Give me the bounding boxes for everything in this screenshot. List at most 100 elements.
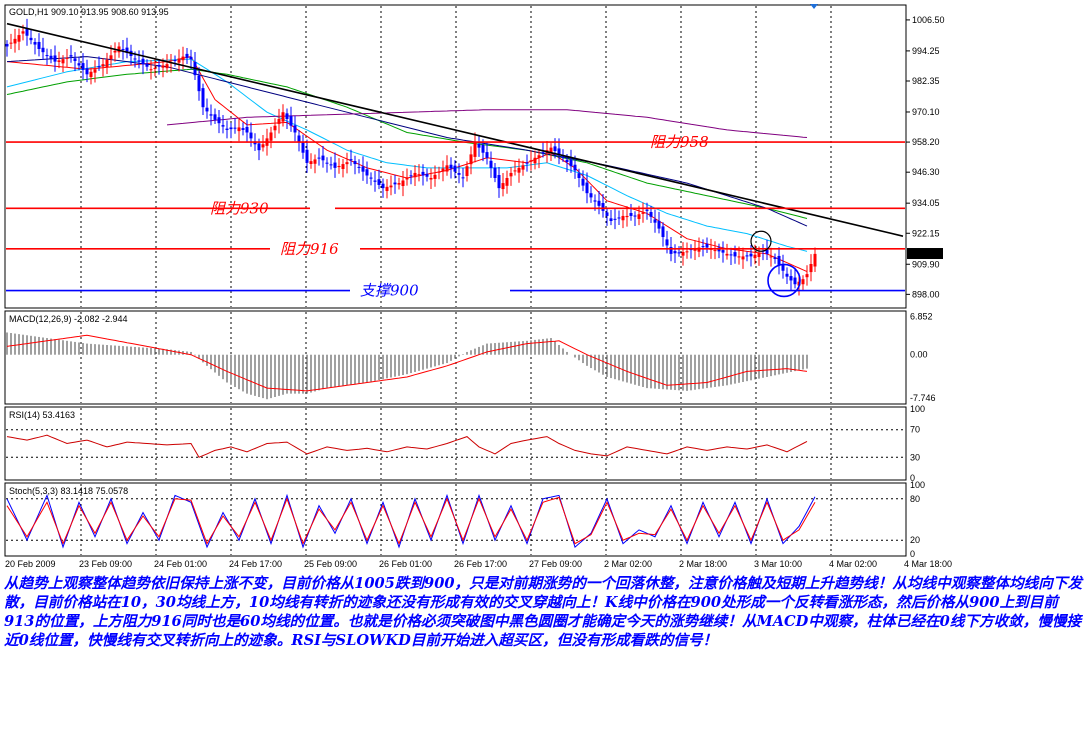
resistance-916-label: 阻力916 bbox=[280, 240, 339, 258]
candle-body bbox=[509, 172, 513, 177]
time-tick-label: 23 Feb 09:00 bbox=[79, 559, 132, 569]
candle-body bbox=[601, 203, 605, 211]
candle-body bbox=[765, 249, 769, 254]
candle-body bbox=[597, 200, 601, 206]
candle-body bbox=[657, 220, 661, 229]
candle-body bbox=[721, 250, 725, 253]
candle-body bbox=[513, 170, 517, 172]
axis-labels: 20 Feb 2009 23 Feb 09:00 24 Feb 01:00 24 Fe… bbox=[5, 15, 952, 569]
candle-body bbox=[329, 164, 333, 166]
candle-body bbox=[813, 253, 817, 267]
candle-body bbox=[405, 178, 409, 180]
candle-body bbox=[77, 63, 81, 66]
candle-body bbox=[681, 251, 685, 256]
candle-body bbox=[729, 254, 733, 256]
candle-body bbox=[5, 43, 9, 47]
candle-body bbox=[125, 47, 129, 53]
candle-body bbox=[605, 212, 609, 216]
candle-body bbox=[521, 165, 525, 170]
indicator-tick-label: 100 bbox=[910, 480, 925, 490]
candle-body bbox=[145, 63, 149, 67]
candle-body bbox=[25, 28, 29, 36]
time-tick-label: 26 Feb 01:00 bbox=[379, 559, 432, 569]
candle-body bbox=[457, 173, 461, 175]
candle-body bbox=[361, 166, 365, 172]
candle-body bbox=[593, 200, 597, 202]
candle-body bbox=[165, 64, 169, 69]
price-series: 阻力958 阻力930 阻力916 支撑900 bbox=[5, 18, 905, 300]
candle-body bbox=[49, 55, 53, 59]
candle-body bbox=[121, 48, 125, 50]
candle-body bbox=[565, 159, 569, 162]
candle-body bbox=[293, 125, 297, 133]
candle-body bbox=[381, 183, 385, 189]
candle-body bbox=[541, 152, 545, 154]
time-tick-label: 24 Feb 01:00 bbox=[154, 559, 207, 569]
candle-body bbox=[157, 64, 161, 67]
candle-body bbox=[733, 252, 737, 257]
candle-body bbox=[301, 142, 305, 153]
candle-body bbox=[105, 59, 109, 68]
candle-body bbox=[209, 114, 213, 116]
candle-body bbox=[501, 183, 505, 190]
candle-body bbox=[625, 215, 629, 218]
candle-body bbox=[573, 164, 577, 171]
candle-body bbox=[337, 165, 341, 168]
candle-body bbox=[233, 127, 237, 129]
candle-body bbox=[617, 217, 621, 219]
candle-body bbox=[353, 161, 357, 165]
candle-body bbox=[589, 193, 593, 198]
candle-body bbox=[101, 64, 105, 67]
reversal-circle bbox=[767, 263, 801, 298]
candle-body bbox=[437, 171, 441, 173]
candle-body bbox=[637, 214, 641, 219]
candle-body bbox=[425, 173, 429, 177]
candle-body bbox=[461, 177, 465, 179]
rsi-label: RSI(14) 53.4163 bbox=[9, 410, 75, 420]
candle-body bbox=[149, 69, 153, 71]
candle-body bbox=[781, 264, 785, 271]
time-tick-label: 26 Feb 17:00 bbox=[454, 559, 507, 569]
candle-body bbox=[409, 175, 413, 177]
price-tick-label: 909.90 bbox=[912, 259, 940, 269]
candle-body bbox=[161, 65, 165, 68]
candle-body bbox=[349, 159, 353, 161]
candle-body bbox=[217, 117, 221, 124]
candle-body bbox=[537, 155, 541, 159]
candle-body bbox=[525, 162, 529, 164]
candle-body bbox=[481, 144, 485, 153]
indicator-tick-label: 70 bbox=[910, 425, 920, 435]
candle-body bbox=[29, 37, 33, 41]
candle-body bbox=[197, 75, 201, 92]
candle-body bbox=[465, 166, 469, 176]
candle-body bbox=[529, 160, 533, 162]
candle-body bbox=[665, 239, 669, 246]
breakout-circle bbox=[750, 230, 772, 252]
candle-body bbox=[369, 177, 373, 179]
candle-body bbox=[201, 88, 205, 108]
candle-body bbox=[417, 174, 421, 176]
candle-body bbox=[557, 148, 561, 155]
candle-body bbox=[153, 67, 157, 70]
candle-body bbox=[345, 162, 349, 165]
candle-body bbox=[577, 173, 581, 178]
candle-body bbox=[685, 251, 689, 253]
candle-body bbox=[389, 185, 393, 188]
candle-body bbox=[629, 213, 633, 216]
candle-body bbox=[449, 164, 453, 169]
candle-body bbox=[585, 182, 589, 194]
candle-body bbox=[85, 68, 89, 75]
rsi-line bbox=[6, 434, 808, 458]
candle-body bbox=[117, 46, 121, 53]
candle-body bbox=[809, 264, 813, 273]
candle-body bbox=[221, 125, 225, 127]
candle-body bbox=[33, 42, 37, 45]
candle-body bbox=[485, 152, 489, 158]
candle-body bbox=[753, 254, 757, 259]
candle-body bbox=[97, 66, 101, 68]
candle-body bbox=[185, 53, 189, 58]
indicator-tick-label: 6.852 bbox=[910, 312, 933, 322]
candle-body bbox=[137, 60, 141, 62]
candle-body bbox=[477, 143, 481, 148]
candle-body bbox=[17, 35, 21, 42]
